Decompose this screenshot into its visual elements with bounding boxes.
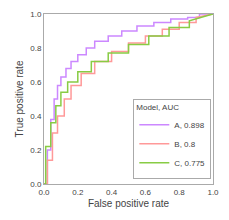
svg-text:A, 0.898: A, 0.898: [174, 121, 204, 130]
svg-text:1.0: 1.0: [207, 188, 219, 197]
svg-text:0.4: 0.4: [106, 188, 118, 197]
svg-text:0.8: 0.8: [30, 44, 42, 53]
svg-text:0.6: 0.6: [140, 188, 152, 197]
svg-text:0.0: 0.0: [30, 180, 42, 189]
svg-text:0.4: 0.4: [30, 112, 42, 121]
svg-text:False positive rate: False positive rate: [88, 198, 170, 209]
svg-text:1.0: 1.0: [30, 10, 42, 19]
svg-text:0.2: 0.2: [72, 188, 84, 197]
svg-text:True positive rate: True positive rate: [14, 60, 25, 137]
svg-text:Model, AUC: Model, AUC: [136, 103, 179, 112]
svg-text:B, 0.8: B, 0.8: [174, 140, 195, 149]
svg-text:0.6: 0.6: [30, 78, 42, 87]
svg-text:0.8: 0.8: [174, 188, 186, 197]
svg-text:0.2: 0.2: [30, 146, 42, 155]
svg-text:C, 0.775: C, 0.775: [174, 159, 205, 168]
svg-text:0.0: 0.0: [38, 188, 50, 197]
